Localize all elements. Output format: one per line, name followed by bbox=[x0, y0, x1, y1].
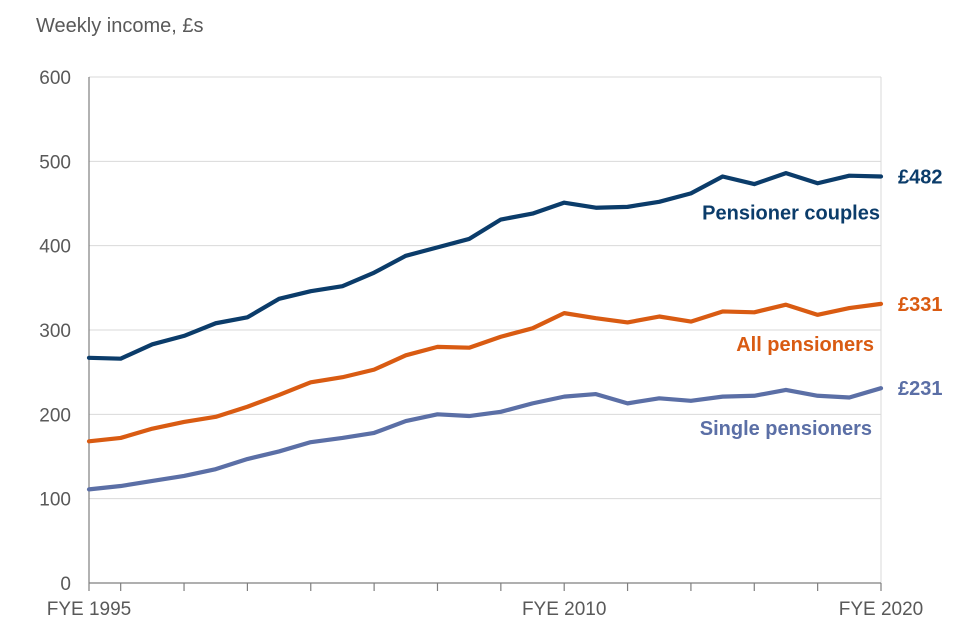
x-tick-label: FYE 1995 bbox=[47, 599, 132, 620]
axes: 0 100 200 300 400 500 600 FYE 1995 FYE 2010 FYE 2… bbox=[39, 68, 923, 620]
y-tick-label: 300 bbox=[39, 321, 71, 342]
series-name-label: Pensioner couples bbox=[702, 203, 880, 225]
gridlines bbox=[89, 76, 882, 583]
y-axis-title: Weekly income, £s bbox=[36, 15, 203, 37]
y-tick-label: 200 bbox=[39, 405, 71, 426]
series-labels: £482 Pensioner couples £331 All pensioners £… bbox=[700, 167, 943, 441]
y-tick-label: 600 bbox=[39, 68, 71, 89]
y-tick-label: 500 bbox=[39, 152, 71, 173]
x-tick-label: FYE 2010 bbox=[522, 599, 607, 620]
series-end-value-label: £331 bbox=[898, 294, 943, 316]
series-end-value-label: £482 bbox=[898, 167, 943, 189]
x-tick-label: FYE 2020 bbox=[839, 599, 924, 620]
series-line-pensioner-couples bbox=[86, 171, 884, 361]
series-lines bbox=[86, 171, 884, 492]
y-tick-label: 400 bbox=[39, 237, 71, 258]
series-line-single-pensioners bbox=[86, 386, 884, 492]
series-end-value-label: £231 bbox=[898, 378, 943, 400]
y-tick-label: 0 bbox=[60, 574, 71, 595]
series-line-all-pensioners bbox=[86, 301, 884, 444]
series-name-label: All pensioners bbox=[736, 334, 874, 356]
y-tick-label: 100 bbox=[39, 490, 71, 511]
series-name-label: Single pensioners bbox=[700, 418, 872, 440]
